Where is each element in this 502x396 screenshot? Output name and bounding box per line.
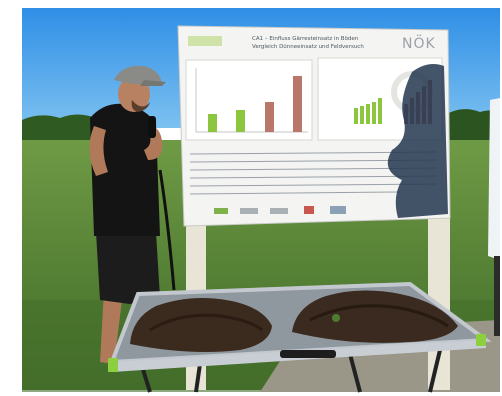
poster-bar <box>360 106 364 124</box>
poster-logo: NÖK <box>402 34 436 52</box>
poster-shadow <box>387 64 448 218</box>
table-corner-clip <box>476 334 486 346</box>
poster-bar <box>293 76 302 132</box>
soil-sample-left <box>130 298 272 352</box>
table-handle <box>280 350 336 358</box>
poster-title-line1: CA1 – Einfluss Gärresteinsatz in Böden <box>252 36 359 42</box>
poster-bar <box>378 98 382 124</box>
poster-board: CA1 – Einfluss Gärresteinsatz in Böden V… <box>177 25 451 227</box>
speaker-person <box>89 65 176 366</box>
poster-bar <box>265 102 274 132</box>
poster-chart-left <box>185 59 313 141</box>
soil-sample-right <box>292 290 458 343</box>
poster-title-line2: Vergleich Dünneeinsatz und Feldversuch <box>252 44 364 50</box>
microphone <box>148 116 156 138</box>
poster-bar <box>372 102 376 124</box>
poster-bar <box>354 108 358 124</box>
table-corner-clip <box>108 358 118 372</box>
poster-bar <box>208 114 217 132</box>
poster-bar <box>366 104 370 124</box>
person-right-edge <box>488 98 500 336</box>
poster-bar <box>236 110 245 132</box>
poster-footer-logos <box>214 206 346 214</box>
display-table <box>108 281 492 393</box>
poster-left-logo <box>188 36 222 46</box>
